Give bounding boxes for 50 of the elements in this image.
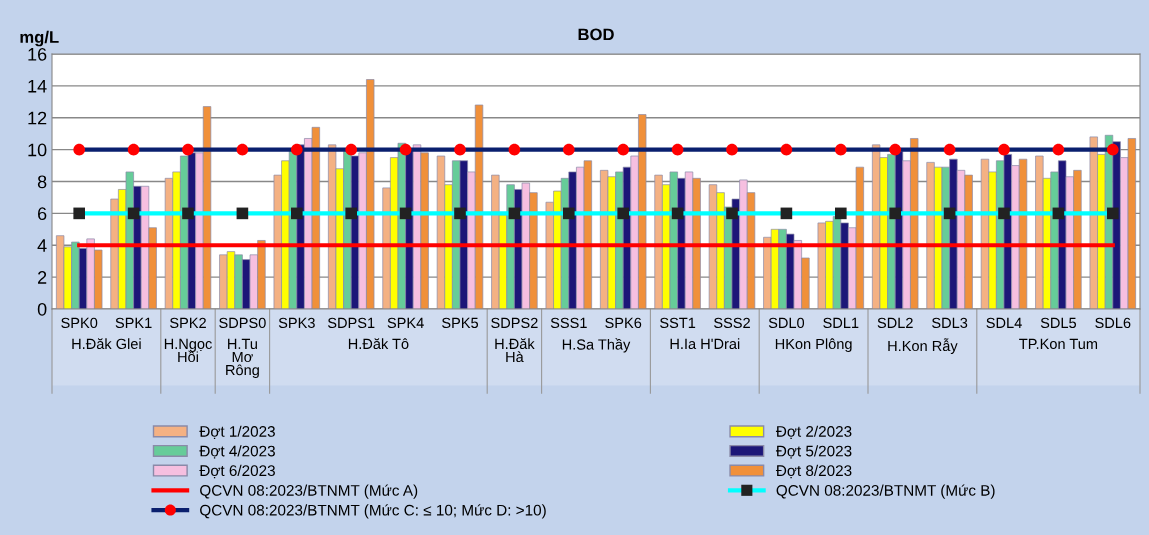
y-axis-title: mg/L: [20, 30, 59, 47]
x-tick-label: SDL0: [768, 317, 805, 329]
x-tick-label: SSS1: [550, 317, 587, 329]
x-tick-label: SPK0: [61, 317, 98, 329]
y-tick-label: 8: [37, 175, 47, 189]
x-tick-label: SDL2: [877, 317, 913, 329]
y-tick-label: 2: [38, 271, 47, 284]
x-tick-label: SDPS2: [491, 317, 538, 329]
text: H.Tu Mơ Rông: [226, 338, 259, 379]
legend-label: Đợt 2/2023: [775, 425, 852, 440]
legend-label: Đợt 6/2023: [199, 464, 275, 479]
text: H.Kon Rẫy: [888, 338, 958, 354]
y-tick-label: 10: [28, 143, 47, 157]
x-tick-label: SDPS0: [219, 317, 266, 329]
legend-label: Đợt 1/2023: [199, 425, 275, 440]
chart-title: BOD: [578, 28, 614, 41]
x-tick-label: SST1: [660, 317, 696, 329]
x-tick-label: SDL3: [932, 317, 968, 329]
legend-label: Đợt 5/2023: [775, 445, 852, 459]
text: H.Sa Thầy: [562, 338, 631, 353]
text: H.Đăk Glei: [72, 338, 141, 350]
x-tick-label: SDPS1: [327, 317, 375, 329]
y-tick-label: 0: [37, 302, 47, 316]
x-tick-label: SDL1: [823, 317, 859, 329]
legend-label: Đợt 8/2023: [775, 464, 852, 479]
x-tick-label: SSS2: [714, 317, 750, 329]
legend-label: QCVN 08:2023/BTNMT (Mức B): [776, 484, 995, 499]
x-tick-label: SPK3: [278, 317, 315, 329]
legend-label: QCVN 08:2023/BTNMT (Mức A): [200, 484, 418, 499]
y-tick-label: 14: [28, 80, 47, 93]
x-tick-label: SPK5: [442, 317, 479, 329]
x-tick-label: SDL4: [986, 317, 1022, 329]
text: HKon Plông: [775, 338, 852, 352]
x-tick-label: SPK6: [605, 317, 642, 329]
y-tick-label: 4: [37, 239, 47, 252]
x-tick-label: SPK4: [387, 317, 424, 329]
y-tick-label: 6: [38, 207, 47, 221]
x-tick-label: SPK2: [170, 317, 206, 329]
x-tick-label: SDL5: [1040, 317, 1077, 329]
x-tick-label: SDL6: [1095, 317, 1131, 329]
legend-label: Đợt 4/2023: [199, 445, 275, 459]
text: H.Đăk Hà: [495, 338, 535, 363]
text: H.Đăk Tô: [348, 338, 409, 350]
text: H.Ngọc Hồi: [164, 338, 212, 363]
legend-label: QCVN 08:2023/BTNMT (Mức C: ≤ 10; Mức D: >10): [200, 504, 546, 519]
text: TP.Kon Tum: [1019, 338, 1098, 350]
text: H.Ia H'Drai: [670, 338, 740, 350]
y-tick-label: 16: [28, 47, 47, 61]
y-tick-label: 12: [28, 111, 47, 125]
x-tick-label: SPK1: [115, 317, 152, 329]
